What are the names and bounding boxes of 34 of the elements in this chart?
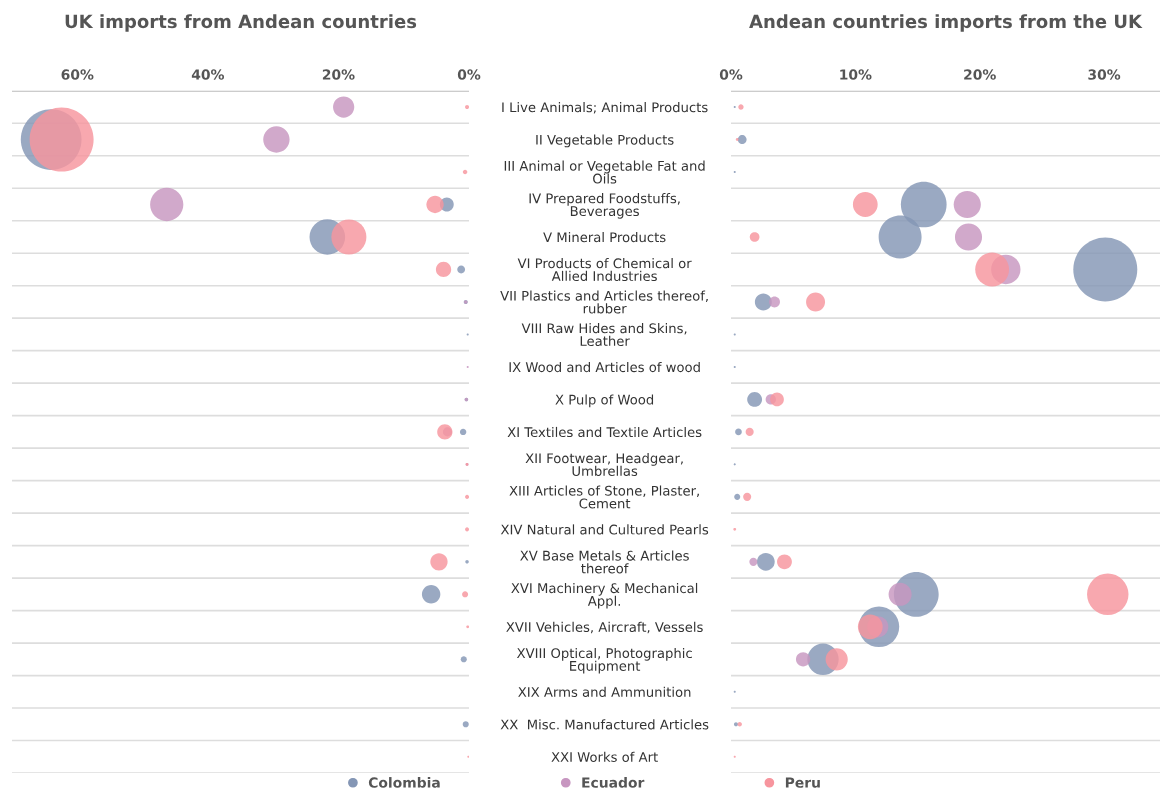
y-tick-label: XII Footwear, Headgear, Umbrellas bbox=[525, 452, 683, 476]
y-tick-label: IX Wood and Articles of wood bbox=[509, 361, 700, 373]
y-tick-label: V Mineral Products bbox=[543, 231, 666, 243]
x-tick-label: 30% bbox=[1088, 69, 1121, 80]
y-tick-label: XVII Vehicles, Aircraft, Vessels bbox=[506, 621, 703, 634]
x-tick-label: 20% bbox=[322, 69, 355, 80]
x-tick-label: 0% bbox=[719, 69, 743, 80]
y-tick-label: IV Prepared Foodstuffs, Beverages bbox=[529, 193, 680, 219]
x-tick-label: 40% bbox=[191, 69, 225, 80]
y-tick-label: XV Base Metals & Articles thereof bbox=[520, 550, 689, 574]
y-tick-label: VIII Raw Hides and Skins, Leather bbox=[521, 323, 687, 347]
y-tick-label: VII Plastics and Articles thereof, rubber bbox=[500, 290, 708, 314]
x-tick-label: 60% bbox=[61, 69, 94, 80]
legend-label: Ecuador bbox=[582, 777, 645, 788]
y-tick-label: X Pulp of Wood bbox=[555, 394, 654, 408]
y-tick-label: XI Textiles and Textile Articles bbox=[507, 426, 702, 438]
y-tick-label: XX Misc. Manufactured Articles bbox=[500, 719, 709, 730]
chart-title: UK imports from Andean countries bbox=[65, 14, 417, 32]
y-tick-label: XIII Articles of Stone, Plaster, Cement bbox=[509, 485, 699, 509]
x-tick-label: 20% bbox=[964, 69, 996, 80]
y-tick-label: III Animal or Vegetable Fat and Oils bbox=[504, 160, 705, 184]
y-tick-label: XVIII Optical, Photographic Equipment bbox=[516, 647, 692, 674]
y-tick-label: I Live Animals; Animal Products bbox=[502, 102, 708, 114]
y-tick-label: VI Products of Chemical or Allied Industries bbox=[517, 258, 692, 282]
x-tick-label: 0% bbox=[457, 69, 481, 80]
y-tick-label: XXI Works of Art bbox=[551, 751, 658, 762]
y-tick-label: II Vegetable Products bbox=[536, 134, 674, 148]
chart-title: Andean countries imports from the UK bbox=[749, 14, 1143, 32]
legend-label: Colombia bbox=[368, 777, 440, 788]
legend-label: Peru bbox=[785, 777, 820, 788]
y-tick-label: XVI Machinery & Mechanical Appl. bbox=[511, 582, 698, 609]
y-tick-label: XIX Arms and Ammunition bbox=[518, 686, 691, 697]
x-tick-label: 10% bbox=[840, 69, 872, 80]
y-tick-label: XIV Natural and Cultured Pearls bbox=[500, 524, 709, 535]
